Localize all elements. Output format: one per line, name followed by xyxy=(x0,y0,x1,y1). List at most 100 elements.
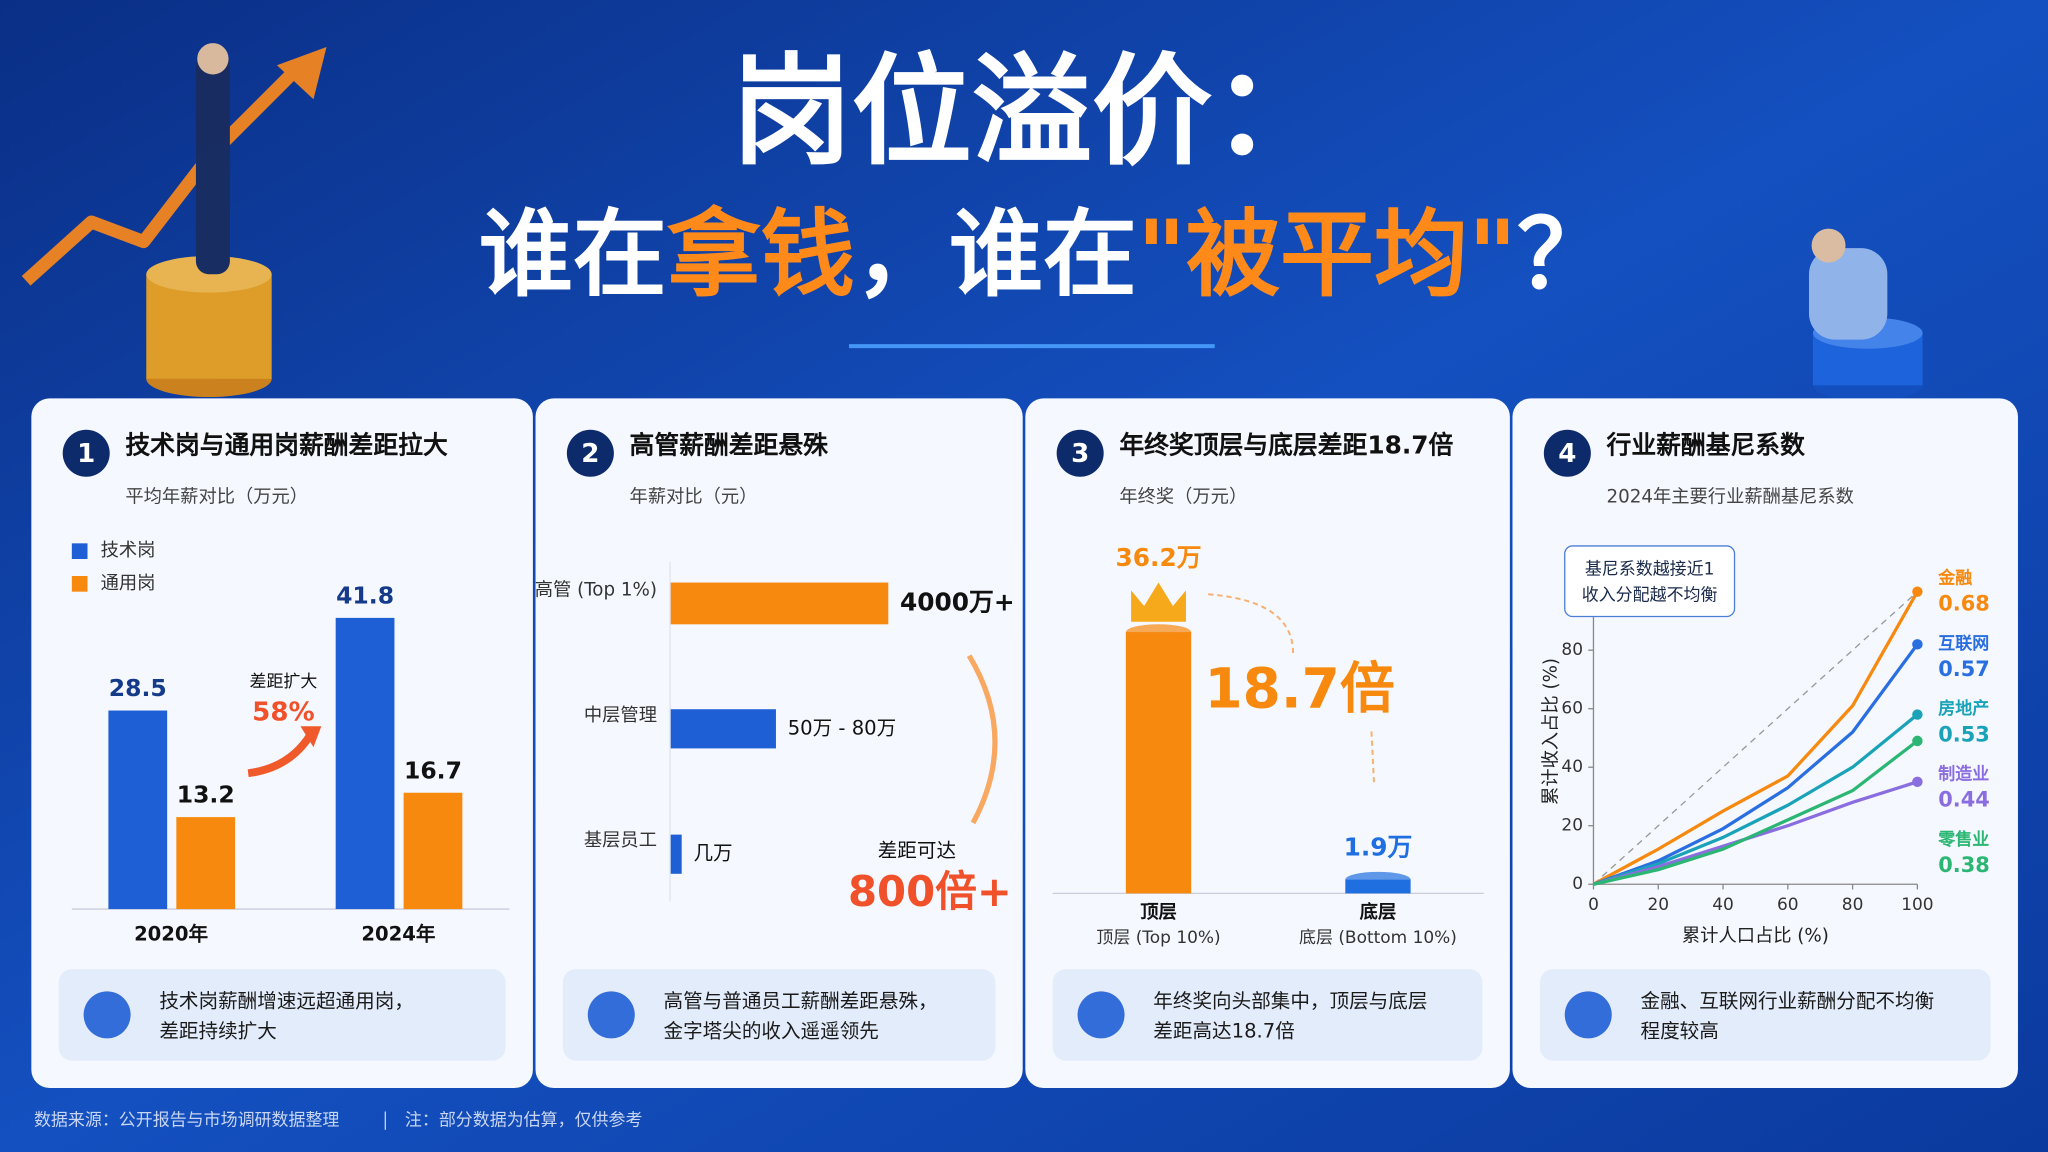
card-badge xyxy=(1543,429,1591,477)
annotation-text: 收入分配越不均衡 xyxy=(1582,586,1718,606)
value-label: 36.2万 xyxy=(1116,543,1202,572)
card xyxy=(535,398,1023,1089)
annotation-label: 差距可达 xyxy=(878,839,956,862)
value-label: 50万 - 80万 xyxy=(788,716,897,739)
series-line xyxy=(1592,590,1919,886)
note-text: 金字塔尖的收入遥遥领先 xyxy=(664,1019,879,1042)
value-label: 13.2 xyxy=(177,781,235,809)
note-box xyxy=(1539,969,1991,1061)
x-tick-label: 2020年 xyxy=(134,923,208,946)
x-tick-label: 40 xyxy=(1712,895,1734,915)
y-tick-label: 基层员工 xyxy=(584,830,657,851)
series-gini: 0.44 xyxy=(1938,788,1990,812)
card-number: 4 xyxy=(1558,439,1576,469)
note-icon xyxy=(1564,991,1612,1039)
annotation-value: 58% xyxy=(252,698,315,728)
note-icon xyxy=(1077,991,1125,1039)
subtitle-part: "被平均" xyxy=(1137,201,1517,310)
y-axis-label: 累计收入占比 (%) xyxy=(1541,658,1562,805)
card-title: 行业薪酬基尼系数 xyxy=(1606,431,1806,460)
card xyxy=(1025,398,1510,1089)
card-number: 3 xyxy=(1071,439,1089,469)
bar xyxy=(670,709,776,749)
x-tick-label: 底层 xyxy=(1360,901,1397,923)
annotation-value: 800倍+ xyxy=(848,867,1012,916)
series-line xyxy=(1592,713,1919,886)
card xyxy=(31,398,533,1089)
annotation: 18.7倍 xyxy=(1205,656,1395,720)
x-tick-label: 2024年 xyxy=(361,923,435,946)
series-gini: 0.57 xyxy=(1938,657,1990,681)
value-label: 4000万+ xyxy=(900,587,1015,616)
y-tick-label: 高管 (Top 1%) xyxy=(535,579,657,600)
y-tick-label: 40 xyxy=(1561,757,1583,777)
card-title: 技术岗与通用岗薪酬差距拉大 xyxy=(125,431,448,460)
note-text: 金融、互联网行业薪酬分配不均衡 xyxy=(1640,989,1934,1012)
note-icon xyxy=(587,991,635,1039)
card-subtitle: 年薪对比（元） xyxy=(630,487,758,508)
series-name: 互联网 xyxy=(1938,634,1989,654)
legend-label: 技术岗 xyxy=(101,540,156,561)
card-badge xyxy=(1056,429,1104,477)
crown xyxy=(1131,582,1186,622)
annotation-text: 基尼系数越接近1 xyxy=(1585,559,1715,579)
bar-cap xyxy=(1125,624,1192,640)
note-text: 差距高达18.7倍 xyxy=(1153,1019,1294,1042)
card-badge xyxy=(62,429,110,477)
subtitle-part: 谁在 xyxy=(479,201,667,310)
subtitle-part: ？ xyxy=(1517,201,1611,310)
y-tick-label: 中层管理 xyxy=(584,705,657,726)
annotation-arrowhead xyxy=(300,726,322,748)
x-axis-label: 累计人口占比 (%) xyxy=(1682,925,1829,946)
decoration xyxy=(21,43,1923,401)
series-gini: 0.68 xyxy=(1938,592,1990,616)
annotation-arrow xyxy=(966,654,998,825)
x-tick-label: 20 xyxy=(1647,895,1669,915)
note-box xyxy=(1052,969,1483,1061)
bar xyxy=(670,834,682,874)
note-text: 年终奖向头部集中，顶层与底层 xyxy=(1153,989,1427,1012)
end-marker xyxy=(1912,735,1923,747)
series-name: 房地产 xyxy=(1938,698,1989,719)
subtitle-part: ，谁在 xyxy=(855,201,1137,310)
x-tick-label: 100 xyxy=(1901,895,1933,915)
annotation-box xyxy=(1564,545,1736,618)
note-text: 技术岗薪酬增速远超通用岗， xyxy=(159,989,414,1012)
y-tick-label: 20 xyxy=(1561,816,1583,836)
bar xyxy=(176,817,236,910)
subtitle: 谁在拿钱，谁在"被平均"？ xyxy=(479,201,1611,310)
note-box xyxy=(58,969,506,1061)
note-text: 高管与普通员工薪酬差距悬殊， xyxy=(664,989,938,1012)
bar xyxy=(108,710,168,910)
end-marker xyxy=(1912,586,1923,597)
card-title: 年终奖顶层与底层差距18.7倍 xyxy=(1119,431,1453,460)
legend-swatch xyxy=(71,543,88,560)
legend-swatch xyxy=(71,576,88,592)
subtitle-part: 拿钱 xyxy=(667,201,855,310)
bar xyxy=(1125,632,1192,894)
end-marker xyxy=(1912,639,1923,650)
x-tick-label: 60 xyxy=(1777,895,1799,915)
title: 岗位溢价： xyxy=(731,42,1332,182)
value-label: 几万 xyxy=(693,842,732,865)
card-subtitle: 2024年主要行业薪酬基尼系数 xyxy=(1607,487,1854,508)
card-number: 2 xyxy=(581,439,599,469)
series-gini: 0.38 xyxy=(1938,853,1990,877)
annotation-label: 差距扩大 xyxy=(249,672,317,692)
note-text: 程度较高 xyxy=(1640,1019,1718,1042)
bar xyxy=(403,792,463,910)
card-subtitle: 平均年薪对比（万元） xyxy=(125,487,308,508)
card-subtitle: 年终奖（万元） xyxy=(1119,487,1247,508)
bar-cap xyxy=(1345,871,1411,888)
y-tick-label: 80 xyxy=(1561,640,1583,660)
value-label: 16.7 xyxy=(404,756,462,784)
equality-line xyxy=(1593,591,1918,885)
x-tick-sublabel: 顶层 (Top 10%) xyxy=(1096,928,1220,948)
y-tick-label: 0 xyxy=(1572,874,1583,894)
x-tick-label: 0 xyxy=(1588,895,1599,915)
annotation-arrow xyxy=(1208,593,1376,784)
note-icon xyxy=(83,991,131,1039)
series-name: 金融 xyxy=(1937,568,1972,589)
note-text: 差距持续扩大 xyxy=(159,1019,276,1042)
